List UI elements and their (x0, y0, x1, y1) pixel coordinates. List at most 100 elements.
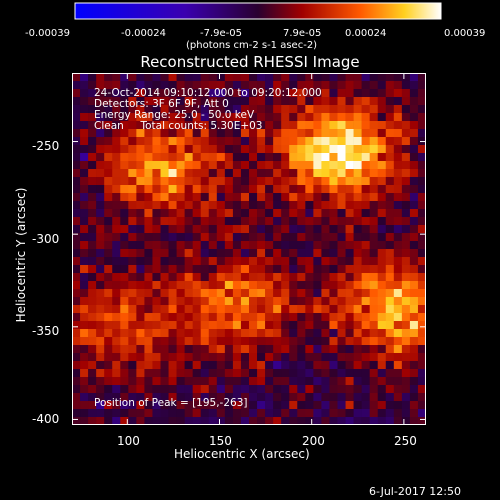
heatmap-cell (128, 273, 137, 282)
heatmap-cell (216, 73, 226, 82)
heatmap-cell (257, 281, 266, 290)
heatmap-cell (417, 233, 426, 242)
heatmap-cell (409, 313, 419, 322)
heatmap-cell (152, 257, 161, 266)
heatmap-cell (369, 129, 379, 138)
heatmap-cell (208, 249, 218, 258)
heatmap-cell (120, 257, 129, 266)
heatmap-cell (265, 401, 274, 410)
heatmap-cell (289, 337, 298, 346)
heatmap-cell (369, 313, 379, 322)
heatmap-cell (257, 145, 266, 154)
heatmap-cell (120, 249, 129, 258)
heatmap-cell (401, 161, 411, 170)
heatmap-cell (337, 121, 346, 130)
heatmap-cell (112, 353, 121, 362)
heatmap-cell (417, 105, 426, 114)
heatmap-cell (417, 305, 426, 314)
heatmap-cell (104, 265, 113, 274)
heatmap-cell (200, 177, 210, 186)
heatmap-cell (216, 89, 226, 98)
heatmap-cell (313, 193, 322, 202)
heatmap-cell (152, 313, 161, 322)
heatmap-cell (224, 145, 234, 154)
heatmap-cell (72, 393, 81, 402)
heatmap-cell (265, 105, 274, 114)
heatmap-cell (104, 369, 113, 378)
heatmap-cell (152, 393, 161, 402)
heatmap-cell (401, 369, 411, 378)
heatmap-cell (345, 289, 354, 298)
heatmap-cell (393, 89, 403, 98)
heatmap-cell (345, 233, 354, 242)
heatmap-cell (329, 297, 338, 306)
heatmap-cell (393, 97, 403, 106)
heatmap-cell (88, 393, 97, 402)
heatmap-cell (313, 185, 322, 194)
heatmap-cell (377, 81, 387, 90)
heatmap-cell (72, 153, 81, 162)
heatmap-cell (401, 97, 411, 106)
heatmap-cell (361, 345, 370, 354)
heatmap-cell (337, 129, 346, 138)
heatmap-cell (128, 185, 137, 194)
heatmap-cell (88, 377, 97, 386)
heatmap-cell (313, 337, 322, 346)
heatmap-cell (192, 185, 202, 194)
heatmap-cell (176, 329, 185, 338)
heatmap-cell (257, 241, 266, 250)
heatmap-cell (128, 329, 137, 338)
heatmap-cell (369, 337, 379, 346)
heatmap-cell (345, 169, 354, 178)
heatmap-cell (168, 145, 177, 154)
heatmap-cell (297, 297, 306, 306)
heatmap-cell (281, 225, 290, 234)
heatmap-cell (112, 257, 121, 266)
heatmap-cell (385, 249, 395, 258)
heatmap-cell (281, 305, 290, 314)
heatmap-cell (409, 337, 419, 346)
heatmap-cell (321, 177, 330, 186)
heatmap-cell (80, 329, 89, 338)
colorbar-tick-5: 0.00024 (345, 28, 387, 39)
heatmap-cell (281, 249, 290, 258)
y-axis-label: Heliocentric Y (arcsec) (14, 187, 28, 323)
heatmap-cell (281, 89, 290, 98)
heatmap-cell (88, 233, 97, 242)
heatmap-cell (297, 337, 306, 346)
heatmap-cell (184, 409, 193, 418)
heatmap-cell (184, 329, 193, 338)
heatmap-cell (273, 329, 282, 338)
heatmap-cell (409, 385, 419, 394)
heatmap-cell (273, 305, 282, 314)
heatmap-cell (249, 401, 258, 410)
heatmap-cell (176, 313, 185, 322)
heatmap-cell (289, 241, 298, 250)
heatmap-cell (257, 217, 266, 226)
heatmap-cell (112, 249, 121, 258)
heatmap-cell (393, 345, 403, 354)
heatmap-cell (232, 177, 242, 186)
heatmap-cell (144, 273, 153, 282)
heatmap-cell (265, 313, 274, 322)
heatmap-cell (120, 273, 129, 282)
heatmap-cell (224, 321, 234, 330)
heatmap-cell (305, 217, 314, 226)
heatmap-cell (168, 161, 177, 170)
y-tick-label: -400 (32, 412, 60, 426)
heatmap-cell (297, 249, 306, 258)
heatmap-cell (265, 409, 274, 418)
heatmap-cell (313, 273, 322, 282)
heatmap-cell (168, 225, 177, 234)
heatmap-cell (329, 337, 338, 346)
heatmap-cell (385, 265, 395, 274)
heatmap-cell (409, 289, 419, 298)
heatmap-cell (232, 337, 242, 346)
heatmap-cell (160, 289, 169, 298)
heatmap-cell (329, 377, 338, 386)
heatmap-cell (417, 169, 426, 178)
heatmap-cell (80, 297, 89, 306)
heatmap-cell (257, 177, 266, 186)
heatmap-cell (96, 169, 105, 178)
